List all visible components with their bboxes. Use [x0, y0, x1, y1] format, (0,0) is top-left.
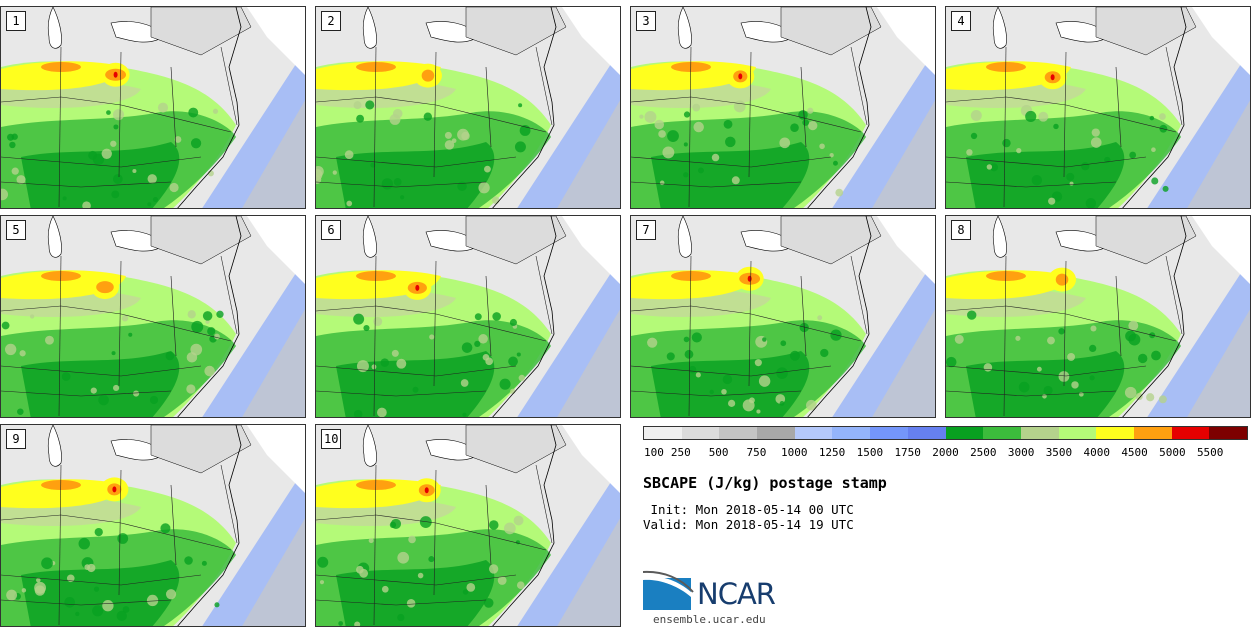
colorbar-tick-label: 2500 [970, 446, 997, 459]
panel-number: 3 [636, 11, 656, 31]
logo-text: NCAR [697, 577, 776, 611]
colorbar-swatch [832, 427, 871, 439]
colorbar-tick-label: 1750 [894, 446, 921, 459]
map-panel: 9 [0, 424, 306, 627]
sbcape-map [1, 216, 305, 417]
sbcape-map [1, 425, 305, 626]
plot-title: SBCAPE (J/kg) postage stamp [643, 474, 887, 492]
colorbar-swatch [757, 427, 795, 439]
colorbar-swatch [945, 427, 984, 439]
map-panel: 4 [945, 6, 1251, 209]
colorbar-swatch [681, 427, 720, 439]
colorbar-tick-label: 5500 [1196, 446, 1224, 459]
colorbar-tick-label: 3000 [1007, 446, 1035, 459]
sbcape-map [316, 216, 620, 417]
colorbar-swatch [1133, 427, 1172, 439]
map-panel: 8 [945, 215, 1251, 418]
colorbar-swatch [644, 427, 682, 439]
map-panel: 10 [315, 424, 621, 627]
sbcape-map [946, 7, 1250, 208]
colorbar-tick-label: 4500 [1121, 446, 1148, 459]
panel-number: 8 [951, 220, 971, 240]
colorbar-tick-label: 4000 [1083, 446, 1111, 459]
ncar-logo-icon [643, 570, 694, 610]
sbcape-map [631, 7, 935, 208]
map-panel: 6 [315, 215, 621, 418]
colorbar-tick-label: 500 [708, 446, 729, 459]
colorbar-tick-label: 750 [746, 446, 767, 459]
colorbar-tick-label: 1500 [856, 446, 884, 459]
colorbar-swatch [1020, 427, 1059, 439]
valid-time: Valid: Mon 2018-05-14 19 UTC [643, 517, 854, 532]
colorbar-swatch [1171, 427, 1210, 439]
colorbar-swatch [794, 427, 833, 439]
map-panel: 2 [315, 6, 621, 209]
sbcape-map [946, 216, 1250, 417]
map-panel: 5 [0, 215, 306, 418]
colorbar-swatch [1058, 427, 1097, 439]
site-url: ensemble.ucar.edu [653, 613, 766, 626]
colorbar-tick-label: 2000 [932, 446, 959, 459]
colorbar-tick-label: 100 [644, 446, 664, 459]
colorbar-swatch [983, 427, 1021, 439]
sbcape-map [1, 7, 305, 208]
colorbar-swatch [1209, 427, 1247, 439]
sbcape-map [316, 7, 620, 208]
colorbar-tick-label: 3500 [1045, 446, 1073, 459]
panel-number: 10 [321, 429, 342, 449]
colorbar [643, 426, 1248, 440]
map-panel: 7 [630, 215, 936, 418]
panel-number: 1 [6, 11, 26, 31]
sbcape-map [631, 216, 935, 417]
colorbar-swatch [719, 427, 758, 439]
colorbar-tick-label: 5000 [1159, 446, 1186, 459]
panel-number: 5 [6, 220, 26, 240]
colorbar-swatch [1096, 427, 1134, 439]
panel-number: 6 [321, 220, 341, 240]
colorbar-tick-label: 1000 [781, 446, 808, 459]
panel-number: 2 [321, 11, 341, 31]
sbcape-map [316, 425, 620, 626]
panel-number: 4 [951, 11, 971, 31]
map-panel: 1 [0, 6, 306, 209]
map-panel: 3 [630, 6, 936, 209]
colorbar-swatch [907, 427, 946, 439]
colorbar-tick-label: 250 [670, 446, 691, 459]
init-time: Init: Mon 2018-05-14 00 UTC [643, 502, 854, 517]
panel-number: 9 [6, 429, 26, 449]
colorbar-swatch [870, 427, 908, 439]
colorbar-tick-label: 1250 [818, 446, 846, 459]
panel-number: 7 [636, 220, 656, 240]
